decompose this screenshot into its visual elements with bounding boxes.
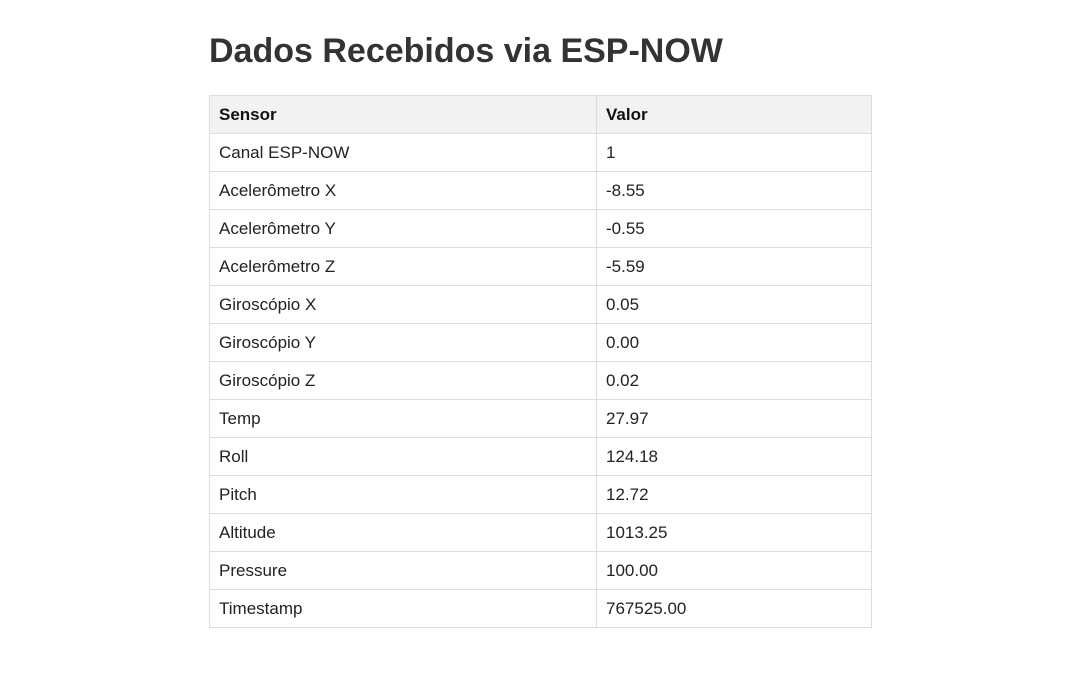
sensor-value-cell: 0.00	[596, 323, 872, 362]
sensor-value-cell: 0.05	[596, 285, 872, 324]
table-row: Giroscópio Y 0.00	[209, 323, 872, 362]
column-header-sensor: Sensor	[209, 95, 597, 134]
table-row: Temp 27.97	[209, 399, 872, 438]
sensor-value-cell: -5.59	[596, 247, 872, 286]
sensor-value-cell: 0.02	[596, 361, 872, 400]
sensor-value-cell: 100.00	[596, 551, 872, 590]
table-row: Pitch 12.72	[209, 475, 872, 514]
table-row: Canal ESP-NOW 1	[209, 133, 872, 172]
table-row: Acelerômetro Z -5.59	[209, 247, 872, 286]
sensor-value-cell: -8.55	[596, 171, 872, 210]
table-row: Altitude 1013.25	[209, 513, 872, 552]
sensor-value-cell: 767525.00	[596, 589, 872, 628]
column-header-value: Valor	[596, 95, 872, 134]
table-row: Giroscópio X 0.05	[209, 285, 872, 324]
sensor-name-cell: Giroscópio Y	[209, 323, 597, 362]
sensor-name-cell: Temp	[209, 399, 597, 438]
page-title: Dados Recebidos via ESP-NOW	[209, 32, 723, 70]
sensor-name-cell: Acelerômetro X	[209, 171, 597, 210]
sensor-name-cell: Giroscópio X	[209, 285, 597, 324]
sensor-name-cell: Canal ESP-NOW	[209, 133, 597, 172]
sensor-value-cell: 1	[596, 133, 872, 172]
sensor-name-cell: Timestamp	[209, 589, 597, 628]
page-container: Dados Recebidos via ESP-NOW Sensor Valor…	[209, 0, 872, 628]
sensor-value-cell: 1013.25	[596, 513, 872, 552]
sensor-name-cell: Pitch	[209, 475, 597, 514]
table-row: Roll 124.18	[209, 437, 872, 476]
sensor-value-cell: 27.97	[596, 399, 872, 438]
table-header-row: Sensor Valor	[209, 95, 872, 134]
table-row: Timestamp 767525.00	[209, 589, 872, 628]
sensor-name-cell: Pressure	[209, 551, 597, 590]
sensor-name-cell: Acelerômetro Y	[209, 209, 597, 248]
table-row: Acelerômetro X -8.55	[209, 171, 872, 210]
sensor-name-cell: Roll	[209, 437, 597, 476]
sensor-value-cell: 12.72	[596, 475, 872, 514]
sensor-data-table: Sensor Valor Canal ESP-NOW 1 Acelerômetr…	[209, 95, 872, 628]
sensor-name-cell: Acelerômetro Z	[209, 247, 597, 286]
table-row: Acelerômetro Y -0.55	[209, 209, 872, 248]
sensor-name-cell: Giroscópio Z	[209, 361, 597, 400]
table-row: Pressure 100.00	[209, 551, 872, 590]
table-row: Giroscópio Z 0.02	[209, 361, 872, 400]
sensor-value-cell: 124.18	[596, 437, 872, 476]
sensor-name-cell: Altitude	[209, 513, 597, 552]
sensor-value-cell: -0.55	[596, 209, 872, 248]
